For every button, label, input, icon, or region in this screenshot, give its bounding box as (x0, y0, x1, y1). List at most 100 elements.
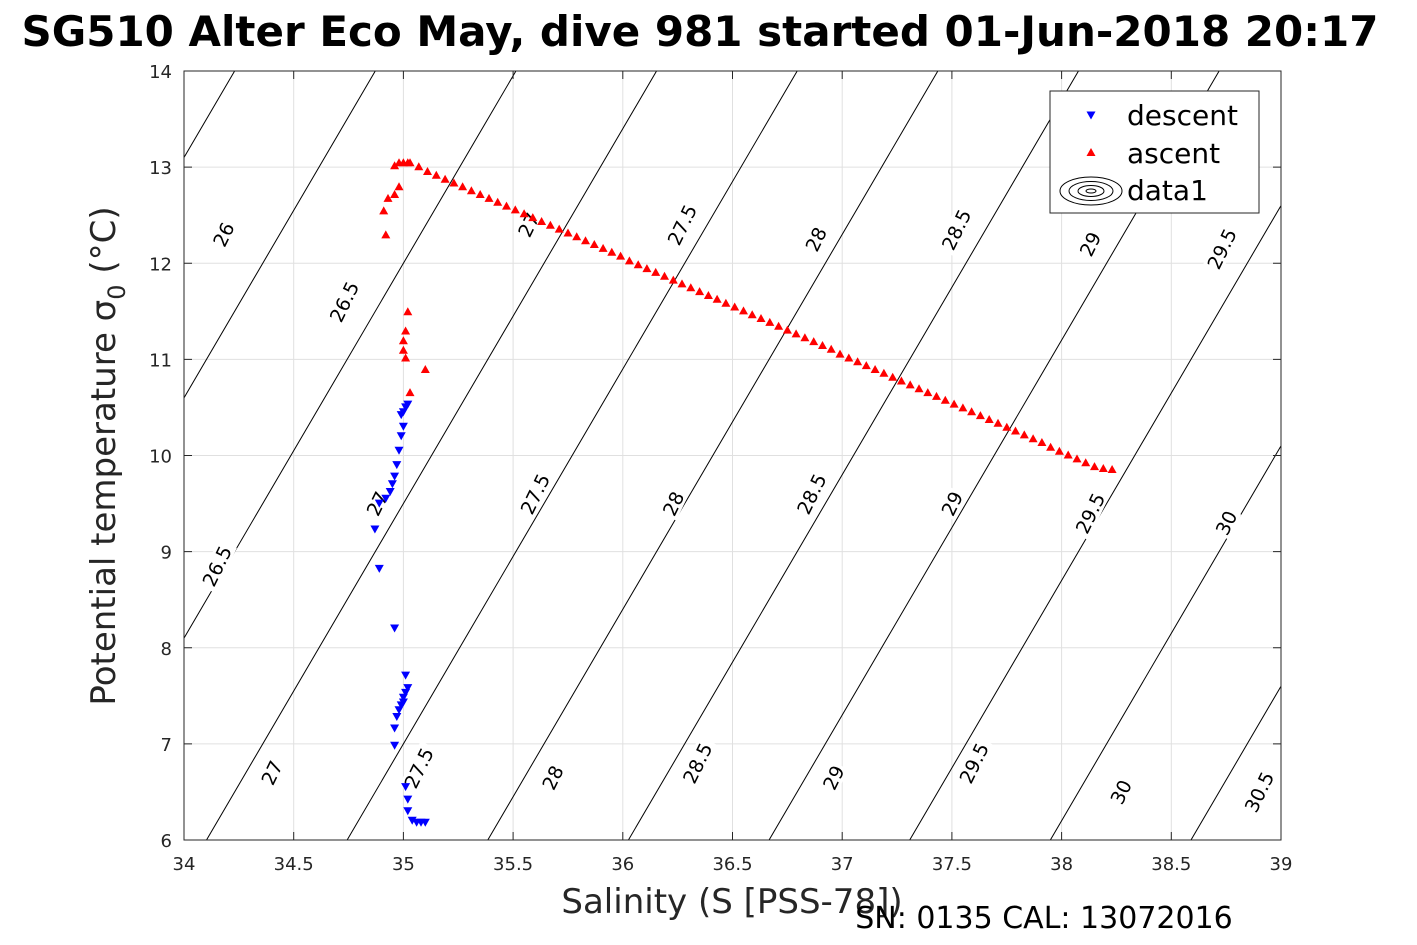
contour-label-gap (936, 202, 977, 257)
ascent-marker (774, 321, 784, 330)
ascent-marker (984, 415, 994, 423)
contour-label-gap (791, 467, 832, 521)
ascent-marker (914, 384, 924, 393)
contour-line (487, 70, 939, 841)
legend-descent-label: descent (1127, 99, 1238, 132)
footer-calibration: SN: 0135 CAL: 13072016 (855, 901, 1233, 936)
descent-marker (390, 624, 400, 633)
ascent-marker (993, 418, 1003, 427)
x-axis-label: Salinity (S [PSS-78]) (561, 882, 902, 922)
ascent-marker (449, 178, 459, 187)
contour-label-gap (662, 197, 702, 252)
ascent-marker (747, 310, 757, 319)
contour-label-gap (515, 467, 555, 521)
ascent-marker (853, 357, 863, 366)
ascent-marker (642, 264, 652, 273)
ascent-marker (1098, 464, 1108, 472)
ascent-marker (958, 403, 968, 412)
ascent-marker (818, 341, 827, 349)
ascent-marker (519, 209, 529, 218)
descent-marker (394, 446, 404, 455)
ascent-marker (528, 213, 538, 222)
y-tick-label: 12 (149, 254, 172, 275)
ascent-marker (379, 206, 389, 215)
ascent-marker (401, 326, 411, 335)
ascent-marker (888, 372, 898, 381)
descent-marker (401, 783, 411, 792)
y-tick-label: 13 (149, 158, 172, 179)
ascent-marker (791, 329, 801, 338)
ascent-marker (879, 368, 889, 377)
ascent-marker (932, 391, 941, 400)
x-tick-label: 36 (611, 854, 634, 875)
ascent-marker (423, 167, 432, 175)
descent-marker (403, 807, 413, 816)
contour-label-gap (818, 760, 849, 795)
descent-marker (390, 741, 400, 750)
contour-label-gap (1211, 505, 1242, 540)
contour-line (183, 70, 517, 639)
contour-label-gap (324, 274, 365, 329)
descent-marker (374, 564, 384, 573)
ascent-marker (390, 161, 400, 170)
ascent-marker (940, 395, 950, 404)
y-tick-label: 7 (161, 735, 172, 756)
x-tick-label: 35 (392, 854, 415, 875)
ascent-marker (475, 190, 485, 198)
ascent-marker (782, 325, 792, 334)
ascent-marker (677, 279, 687, 288)
ascent-marker (896, 376, 906, 385)
contour-line (1190, 685, 1282, 841)
chart-title: SG510 Alter Eco May, dive 981 started 01… (22, 7, 1379, 56)
contour-label-gap (1105, 774, 1136, 809)
ascent-marker (458, 182, 468, 191)
contour-line (183, 70, 376, 399)
descent-marker (381, 494, 391, 503)
descent-marker (396, 432, 406, 441)
ascent-marker (1072, 454, 1082, 463)
contour-label-gap (953, 736, 994, 790)
ascent-marker (826, 344, 836, 353)
contour-label-gap (1239, 765, 1280, 819)
ascent-marker (405, 388, 415, 397)
ascent-marker (1011, 426, 1020, 435)
descent-marker (403, 795, 413, 804)
ascent-marker (510, 205, 520, 214)
descent-marker (392, 713, 402, 721)
descent-marker (396, 411, 406, 420)
descent-marker (370, 525, 380, 534)
legend-descent-marker (1086, 111, 1096, 120)
x-axis-ticks: 34 34.5 35 35.5 36 36.5 37 37.5 38 38.5 39 (173, 71, 1292, 875)
ascent-marker (537, 217, 547, 225)
contour-line (346, 70, 798, 841)
ascent-marker (493, 197, 503, 206)
ascent-marker (1046, 442, 1056, 451)
ascent-marker (721, 298, 731, 307)
descent-marker (401, 403, 411, 412)
ascent-marker (949, 399, 959, 408)
x-tick-label: 34.5 (274, 854, 314, 875)
ascent-marker (686, 283, 696, 292)
ascent-marker (394, 182, 404, 191)
y-tick-label: 10 (149, 447, 172, 468)
ascent-marker (765, 317, 775, 326)
legend-contour-icon (1059, 176, 1123, 206)
contour-line (183, 70, 236, 158)
legend-data1-label: data1 (1127, 174, 1208, 207)
y-tick-label: 9 (161, 543, 172, 564)
ascent-marker (440, 174, 450, 183)
contour-line (1049, 445, 1282, 841)
y-axis-label-subscript: 0 (103, 284, 131, 299)
ascent-marker (809, 337, 819, 346)
ascent-marker (431, 170, 441, 179)
descent-marker (385, 488, 395, 496)
ascent-marker (598, 243, 608, 252)
ascent-marker (383, 193, 393, 202)
descent-marker (394, 706, 404, 715)
ascent-marker (870, 365, 880, 373)
ascent-marker (403, 158, 413, 167)
contour-label-gap (1074, 227, 1106, 261)
legend-box (1049, 90, 1260, 214)
descent-marker (398, 422, 408, 431)
ascent-marker (502, 201, 511, 210)
